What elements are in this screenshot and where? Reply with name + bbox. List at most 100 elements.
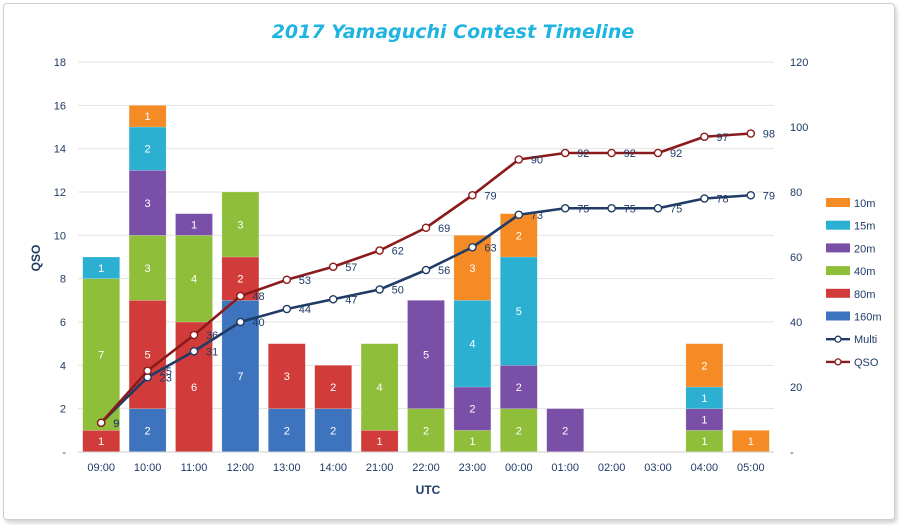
line-point-QSO (468, 190, 477, 200)
line-point-Multi (421, 265, 431, 275)
line-point-QSO (236, 291, 245, 301)
bar-segment-10m (128, 105, 167, 128)
x-tick-label: 04:00 (691, 462, 719, 474)
bar-segment-20m (453, 386, 492, 431)
line-point-QSO (189, 330, 199, 340)
line-point-label: 92 (577, 148, 589, 160)
bar-segment-10m (500, 213, 538, 258)
bar-segment-label: 3 (237, 220, 243, 232)
y2-tick-label: - (790, 447, 794, 459)
line-point-QSO (746, 129, 756, 138)
legend-swatch-20m (826, 243, 850, 253)
line-point-Multi (607, 203, 616, 213)
bar-segment-label: 1 (145, 111, 151, 123)
line-point-QSO (96, 418, 106, 428)
bar-segment-label: 5 (423, 350, 429, 362)
x-tick-label: 09:00 (87, 462, 115, 474)
legend-label-15m: 15m (854, 221, 875, 233)
y2-tick-label: 60 (790, 252, 802, 264)
line-point-Multi (236, 317, 245, 327)
line-point-Multi (560, 203, 570, 213)
y-tick-label: 6 (60, 317, 66, 329)
bar-segment-label: 2 (330, 382, 336, 394)
line-point-label: 75 (577, 203, 589, 215)
x-tick-label: 23:00 (459, 462, 487, 474)
bar-segment-40m (221, 191, 260, 258)
line-point-Multi (282, 304, 292, 314)
bar-segment-10m (453, 235, 492, 301)
bar-segment-80m (314, 365, 352, 409)
line-point-label: 47 (345, 294, 357, 306)
x-tick-label: 11:00 (181, 462, 208, 474)
y-tick-label: 8 (60, 274, 66, 286)
line-point-Multi (653, 203, 663, 213)
bar-segment-label: 2 (284, 425, 290, 437)
line-point-label: 48 (252, 291, 264, 303)
line-point-label: 44 (299, 304, 311, 316)
y-tick-label: 4 (60, 360, 66, 372)
x-tick-label: 01:00 (551, 462, 579, 474)
legend-marker-QSO (834, 358, 842, 366)
bar-segment-15m (82, 256, 120, 279)
bar-segment-label: 2 (516, 382, 522, 394)
legend-label-80m: 80m (854, 289, 875, 301)
bar-segment-80m (268, 343, 306, 409)
bar-segment-label: 2 (701, 360, 707, 372)
y2-tick-label: 100 (790, 122, 808, 134)
bar-segment-label: 2 (562, 425, 568, 437)
line-point-label: 63 (484, 242, 496, 254)
x-tick-label: 02:00 (598, 462, 626, 474)
x-tick-label: 12:00 (227, 462, 255, 474)
line-point-label: 56 (438, 265, 450, 277)
y-axis-title: QSO (29, 245, 43, 272)
bar-segment-label: 7 (98, 350, 104, 362)
line-point-label: 9 (113, 418, 119, 430)
line-point-Multi (514, 210, 524, 220)
line-point-label: 31 (206, 346, 218, 358)
line-point-QSO (514, 155, 524, 164)
bar-segment-label: 2 (423, 425, 429, 437)
bar-segment-160m (314, 408, 352, 453)
bar-segment-15m (500, 256, 538, 366)
line-point-QSO (700, 132, 709, 142)
line-point-label: 79 (484, 190, 496, 202)
bar-segment-label: 3 (145, 198, 151, 210)
bar-segment-label: 5 (516, 306, 522, 318)
bar-segment-40m (82, 278, 120, 431)
line-point-Multi (189, 346, 199, 356)
bar-segment-label: 3 (145, 263, 151, 275)
line-point-label: 78 (716, 194, 728, 206)
line-point-label: 36 (206, 330, 218, 342)
bar-segment-label: 2 (330, 425, 336, 437)
bar-segment-label: 1 (377, 436, 383, 448)
x-tick-label: 21:00 (366, 462, 394, 474)
legend-swatch-15m (826, 220, 850, 230)
y2-tick-label: 40 (790, 317, 802, 329)
bar-segment-label: 1 (469, 436, 475, 448)
line-point-Multi (328, 294, 338, 304)
legend-label-QSO: QSO (854, 357, 879, 369)
y-tick-label: 10 (54, 230, 66, 242)
y-tick-label: 2 (60, 404, 66, 416)
legend-swatch-80m (826, 288, 850, 298)
line-point-label: 98 (763, 129, 775, 141)
line-point-label: 9 (113, 418, 119, 430)
chart-title: 2017 Yamaguchi Contest Timeline (272, 21, 635, 43)
x-tick-label: 10:00 (134, 462, 162, 474)
bar-segment-20m (546, 408, 584, 453)
line-point-Multi (746, 190, 756, 200)
y-tick-label: 14 (54, 144, 66, 156)
legend-label-10m: 10m (854, 198, 875, 210)
bar-segment-label: 7 (237, 371, 243, 383)
x-tick-label: 22:00 (412, 462, 440, 474)
x-tick-label: 03:00 (644, 462, 672, 474)
bar-segment-label: 1 (98, 263, 104, 275)
bar-segment-15m (453, 300, 492, 388)
bar-segment-20m (128, 170, 167, 236)
bar-segment-40m (360, 343, 399, 431)
line-point-QSO (375, 246, 384, 255)
bar-segment-label: 1 (701, 415, 707, 427)
